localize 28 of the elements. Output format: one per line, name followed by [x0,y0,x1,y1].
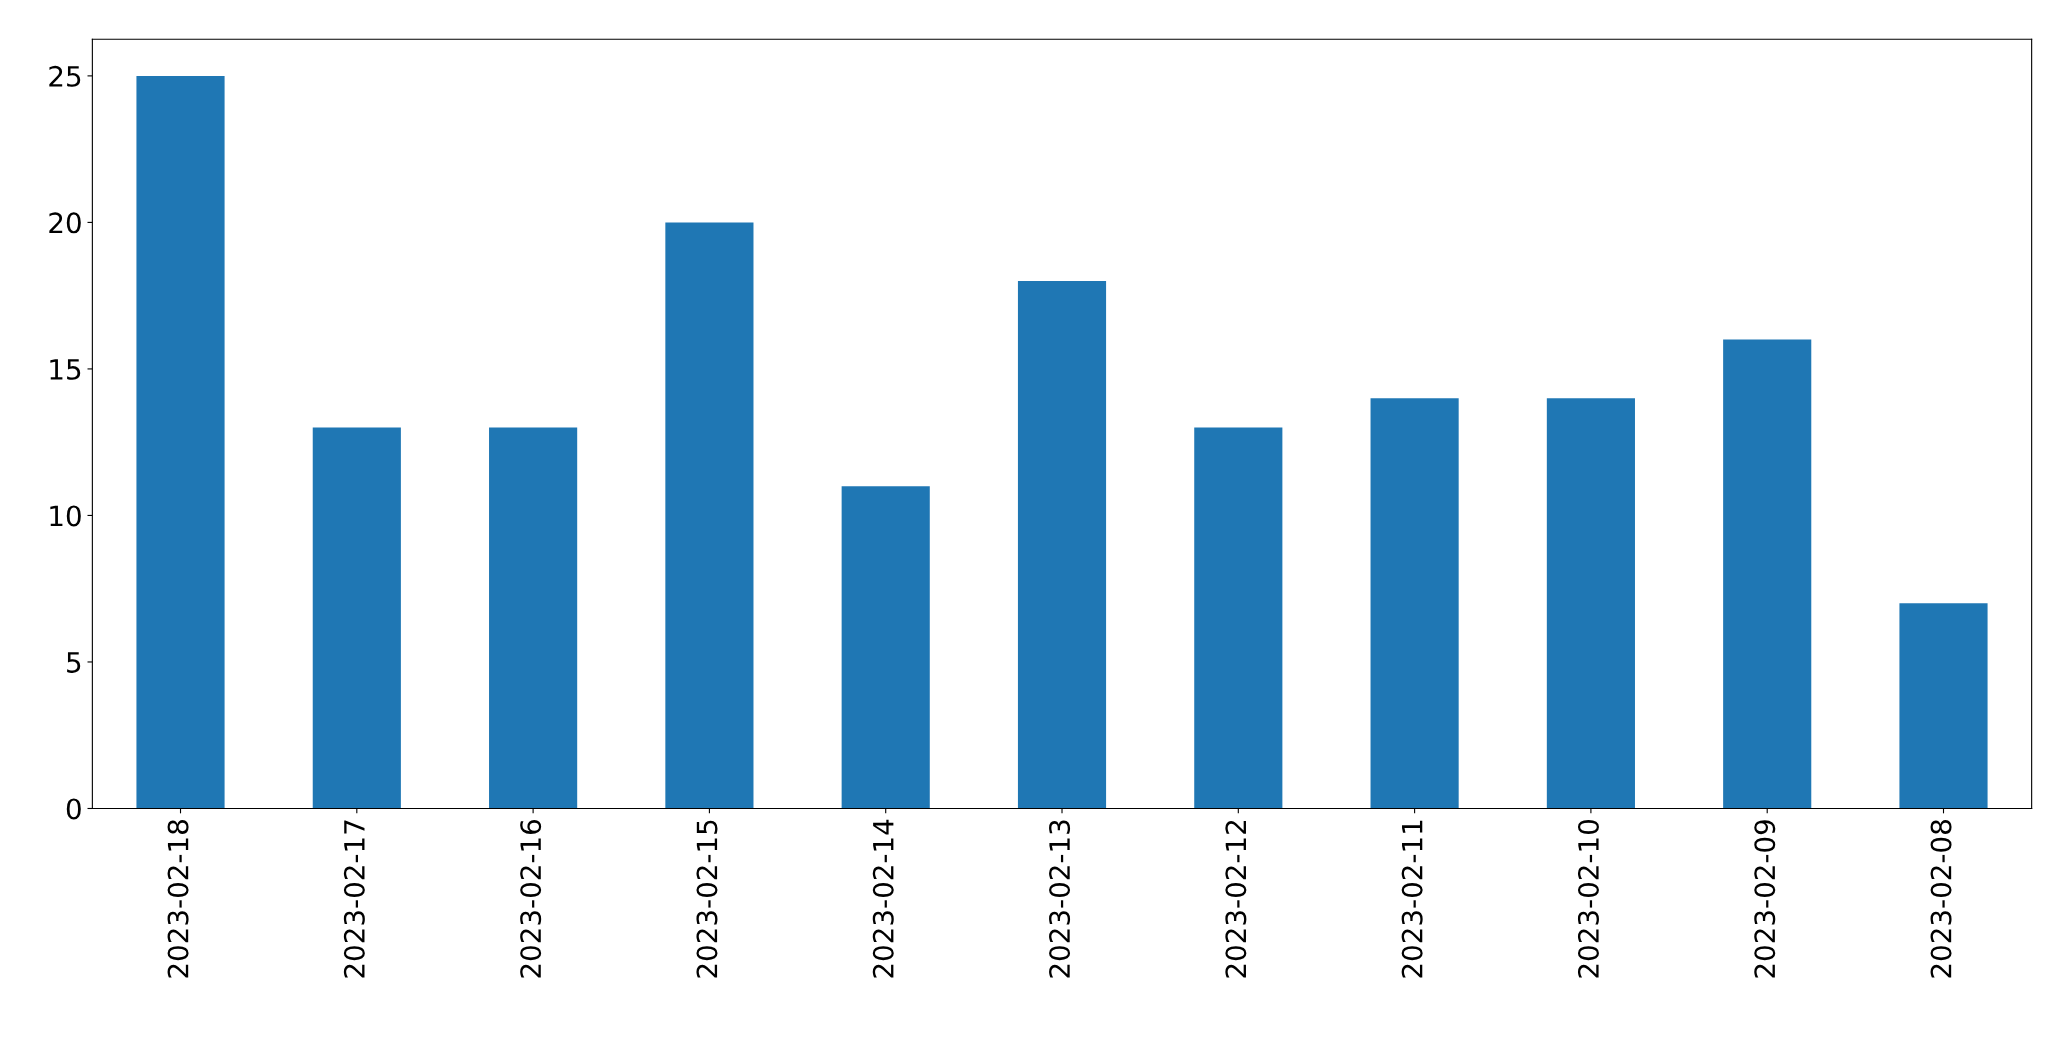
x-tick-label: 2023-02-10 [1577,820,1599,978]
x-tick-label: 2023-02-18 [167,820,189,978]
x-tick-label: 2023-02-14 [872,819,894,978]
bar [1723,339,1812,809]
y-tick-label: 25 [49,65,81,87]
bar [1899,603,1988,809]
x-tick-label: 2023-02-11 [1401,820,1423,978]
y-tick-label: 10 [50,505,81,527]
bar [841,486,930,809]
bar [1370,398,1459,809]
y-tick-label: 5 [67,652,81,673]
bar [1194,427,1283,809]
x-tick-label: 2023-02-09 [1754,820,1776,978]
bar [1546,398,1635,809]
y-tick-label: 20 [49,212,81,234]
x-tick-label: 2023-02-13 [1049,820,1071,978]
bar [1017,281,1107,809]
y-tick-label: 0 [66,798,81,820]
y-tick-label: 15 [50,359,81,380]
x-tick-label: 2023-02-12 [1225,820,1247,978]
x-tick-label: 2023-02-16 [520,819,542,978]
bar [312,427,401,809]
x-tick-label: 2023-02-17 [343,820,365,978]
bar [489,427,578,809]
bar [136,75,225,809]
x-tick-label: 2023-02-15 [696,820,718,978]
x-tick-label: 2023-02-08 [1930,820,1952,978]
bar [665,222,754,809]
